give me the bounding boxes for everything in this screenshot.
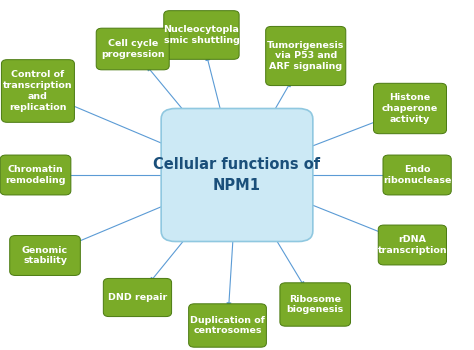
Text: Nucleocytopla
smic shuttling: Nucleocytopla smic shuttling xyxy=(164,25,239,45)
Text: DND repair: DND repair xyxy=(108,293,167,302)
FancyBboxPatch shape xyxy=(103,279,172,316)
Text: Endo
ribonuclease: Endo ribonuclease xyxy=(383,165,451,185)
FancyBboxPatch shape xyxy=(383,155,451,195)
Text: Cell cycle
progression: Cell cycle progression xyxy=(101,39,164,59)
Text: Duplication of
centrosomes: Duplication of centrosomes xyxy=(190,316,265,335)
FancyBboxPatch shape xyxy=(161,108,313,241)
Text: Tumorigenesis
via P53 and
ARF signaling: Tumorigenesis via P53 and ARF signaling xyxy=(267,41,345,71)
Text: rDNA
transcription: rDNA transcription xyxy=(378,235,447,255)
Text: Ribosome
biogenesis: Ribosome biogenesis xyxy=(287,295,344,314)
FancyBboxPatch shape xyxy=(374,83,447,134)
FancyBboxPatch shape xyxy=(378,225,447,265)
Text: Control of
transcription
and
replication: Control of transcription and replication xyxy=(3,70,73,112)
FancyBboxPatch shape xyxy=(280,283,350,326)
FancyBboxPatch shape xyxy=(265,27,346,86)
Text: Chromatin
remodeling: Chromatin remodeling xyxy=(5,165,66,185)
FancyBboxPatch shape xyxy=(1,60,74,122)
FancyBboxPatch shape xyxy=(0,155,71,195)
FancyBboxPatch shape xyxy=(189,304,266,347)
Text: Histone
chaperone
activity: Histone chaperone activity xyxy=(382,93,438,124)
FancyBboxPatch shape xyxy=(9,236,80,275)
Text: Genomic
stability: Genomic stability xyxy=(22,246,68,265)
Text: Cellular functions of
NPM1: Cellular functions of NPM1 xyxy=(154,157,320,193)
FancyBboxPatch shape xyxy=(164,11,239,59)
FancyBboxPatch shape xyxy=(96,28,169,70)
